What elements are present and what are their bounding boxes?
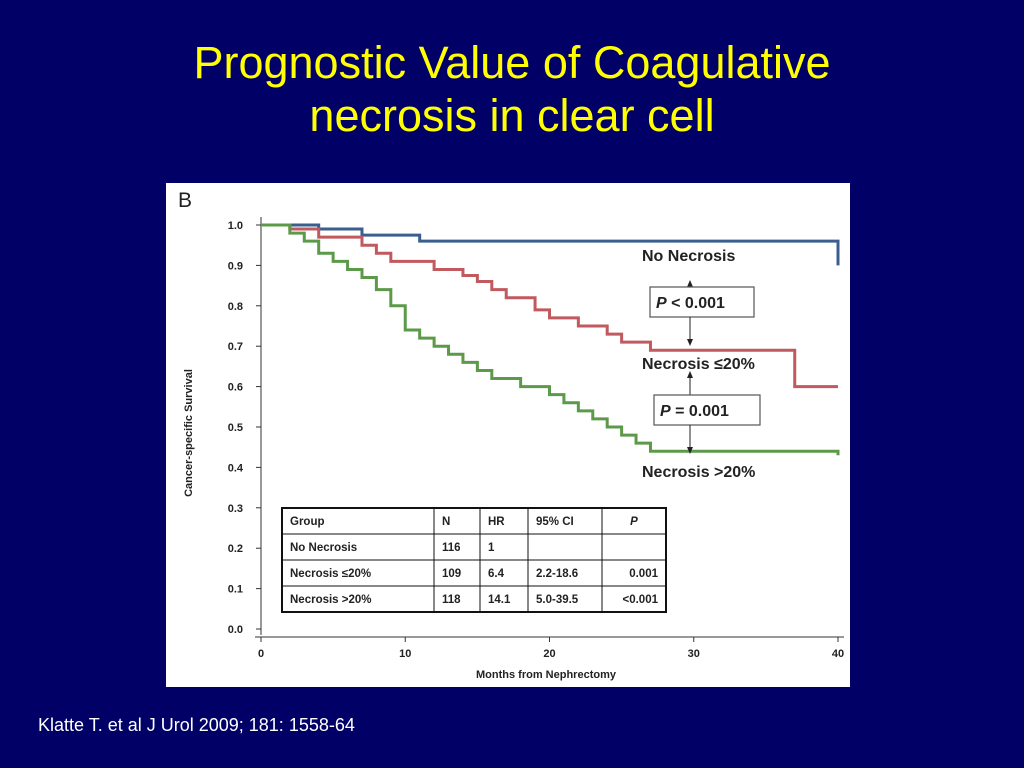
y-tick-label: 0.9 [228,260,243,272]
table-cell: 0.001 [629,568,658,580]
table-cell: 5.0-39.5 [536,594,579,606]
y-tick-label: 0.4 [228,462,244,474]
p-value-box-1: P < 0.001 [649,280,755,346]
y-tick-label: 0.2 [228,543,243,555]
x-tick-label: 10 [399,648,411,660]
p-value-1-text: < 0.001 [667,295,725,312]
axes: 0.0 0.1 0.2 0.3 0.4 0.5 0.6 0.7 0.8 0.9 1.0 0 10 20 30… [228,217,844,660]
p-value-1-arrowhead-up [687,280,693,287]
x-tick-label: 20 [543,648,555,660]
x-tick-label: 40 [832,648,844,660]
table-cell: 14.1 [488,594,511,606]
table-cell: 116 [442,542,461,554]
series-no-necrosis [261,223,840,266]
table-header-cell: N [442,516,450,528]
y-tick-label: 0.1 [228,584,243,596]
table-cell: 1 [488,542,495,554]
y-tick-label: 0.0 [228,624,243,636]
p-value-2-arrowhead-up [687,371,693,378]
p-value-2-arrowhead-down [687,447,693,454]
slide-title: Prognostic Value of Coagulative necrosis… [0,36,1024,142]
p-value-box-2: P = 0.001 [653,371,761,454]
p-value-1-frame [649,286,755,318]
series-necrosis-gt20 [261,223,840,456]
survival-chart: B Cancer-specific Survival Months from N… [178,189,844,681]
y-tick-label: 0.7 [228,341,243,353]
p-value-1: P < 0.001 [656,295,725,312]
table-header-cell: Group [290,516,325,528]
table-header-cell: 95% CI [536,516,574,528]
table-cell: <0.001 [623,594,659,606]
series-necrosis-le20 [261,223,838,389]
y-tick-label: 1.0 [228,220,243,232]
label-no-necrosis: No Necrosis [642,248,735,265]
table-cell: Necrosis >20% [290,594,372,606]
table-header-cell: HR [488,516,505,528]
p-value-2-text: = 0.001 [671,403,729,420]
label-necrosis-le20: Necrosis ≤20% [642,356,755,373]
slide-title-line-1: Prognostic Value of Coagulative [193,37,831,88]
table-cell: 6.4 [488,568,505,580]
p-value-2-symbol: P [660,403,671,420]
table-cell: 118 [442,594,461,606]
x-tick-label: 30 [688,648,700,660]
table-cell: No Necrosis [290,542,357,554]
y-tick-label: 0.6 [228,382,243,394]
x-tick-label: 0 [258,648,264,660]
series-lines [261,223,840,456]
p-value-1-symbol: P [656,295,667,312]
x-axis-label: Months from Nephrectomy [476,669,617,681]
citation: Klatte T. et al J Urol 2009; 181: 1558-6… [38,715,355,735]
table-header-cell: P [630,516,638,528]
stats-table: Group N HR 95% CI P No Necrosis 116 1 Necrosis ≤… [281,507,667,613]
p-value-2: P = 0.001 [660,403,729,420]
p-value-2-frame [653,394,761,426]
slide-title-line-2: necrosis in clear cell [309,90,715,141]
y-tick-label: 0.8 [228,301,243,313]
y-tick-label: 0.5 [228,422,243,434]
table-cell: Necrosis ≤20% [290,568,371,580]
table-cell: 109 [442,568,461,580]
p-value-1-arrowhead-down [687,339,693,346]
label-necrosis-gt20: Necrosis >20% [642,464,755,481]
figure-panel: B Cancer-specific Survival Months from N… [166,183,850,687]
table-cell: 2.2-18.6 [536,568,578,580]
panel-label: B [178,189,192,212]
y-axis-label: Cancer-specific Survival [183,369,195,497]
y-tick-label: 0.3 [228,503,243,515]
